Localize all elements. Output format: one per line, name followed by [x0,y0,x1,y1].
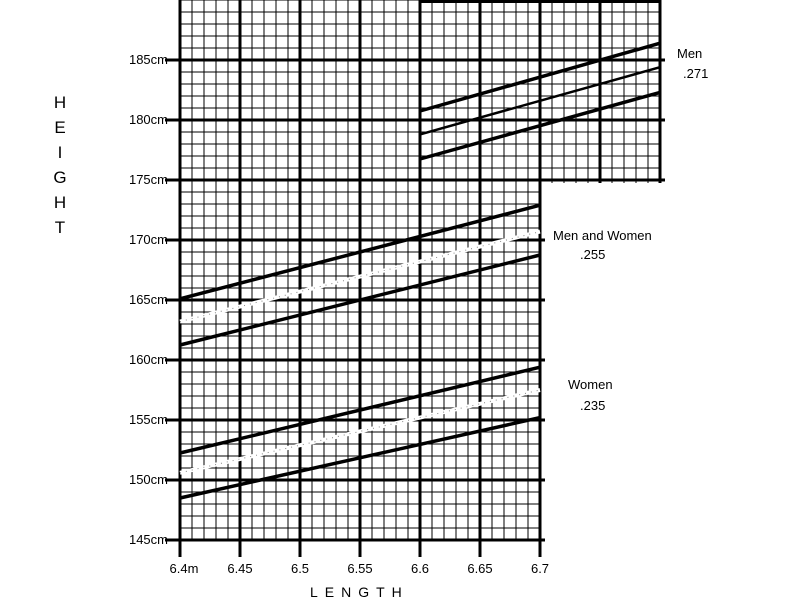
x-tick-label: 6.4m [169,561,199,576]
y-tick-label: 180cm [128,112,168,127]
legend-women-coef: .235 [580,398,606,413]
x-tick-label: 6.6 [410,561,430,576]
x-tick-label: 6.55 [347,561,373,576]
legend-men-coef: .271 [683,66,709,81]
y-tick-label: 145cm [128,532,168,547]
series-line-mean [179,388,541,475]
legend-men-women-label: Men and Women [553,228,652,243]
y-tick-label: 185cm [128,52,168,67]
series-line-mean [179,229,541,324]
x-tick-label: 6.65 [467,561,493,576]
series-line-lower [179,415,541,500]
x-axis-title: LENGTH [310,584,409,600]
series-line-upper [419,41,661,113]
y-tick-label: 165cm [128,292,168,307]
series-line-lower [419,90,661,161]
series-line-mean [419,65,661,136]
y-tick-label: 155cm [128,412,168,427]
y-tick-label: 170cm [128,232,168,247]
series-line-upper [179,365,541,455]
series-line-lower [179,253,541,347]
legend-men-label: Men [677,46,703,61]
y-axis-title: HEIGHT [53,93,67,237]
x-tick-label: 6.45 [227,561,253,576]
legend-women-label: Women [568,377,613,392]
y-tick-label: 175cm [128,172,168,187]
x-tick-label: 6.7 [530,561,550,576]
y-tick-label: 160cm [128,352,168,367]
x-tick-label: 6.5 [290,561,310,576]
legend-men-women-coef: .255 [580,247,606,262]
series-line-upper [179,203,541,301]
y-tick-label: 150cm [128,472,168,487]
